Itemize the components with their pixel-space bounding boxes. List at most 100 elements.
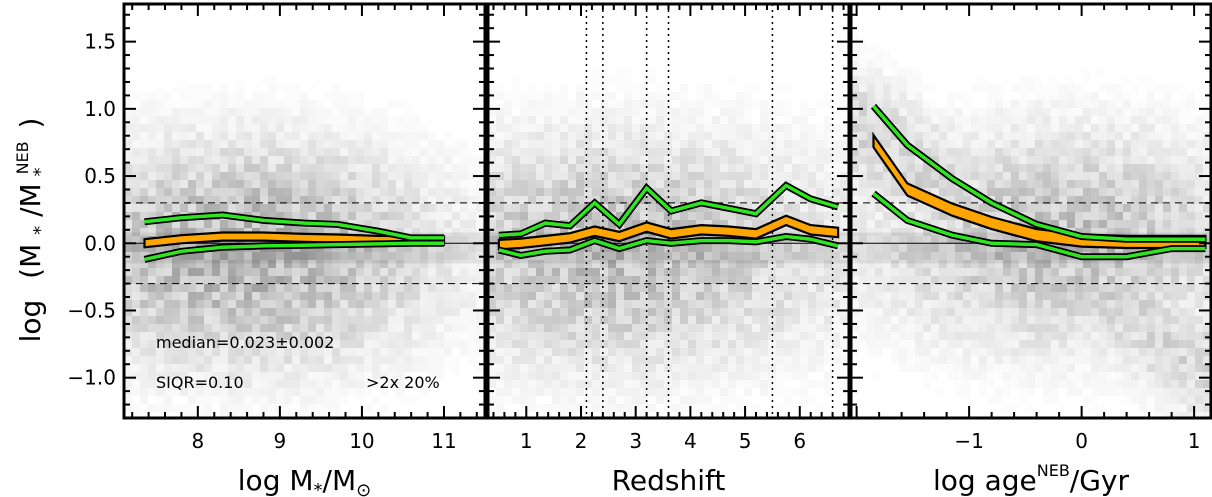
density-cell — [316, 316, 324, 324]
density-cell — [1147, 276, 1155, 284]
density-cell — [252, 380, 260, 388]
density-cell — [228, 116, 236, 124]
density-cell — [276, 188, 284, 196]
density-cell — [776, 356, 784, 364]
density-cell — [776, 180, 784, 188]
density-cell — [340, 148, 348, 156]
density-cell — [680, 380, 688, 388]
density-cell — [784, 188, 792, 196]
density-cell — [947, 276, 955, 284]
density-cell — [300, 180, 308, 188]
density-cell — [372, 268, 380, 276]
density-cell — [372, 316, 380, 324]
density-cell — [576, 332, 584, 340]
density-cell — [308, 132, 316, 140]
density-cell — [308, 388, 316, 396]
density-cell — [867, 76, 875, 84]
density-cell — [380, 252, 388, 260]
density-cell — [300, 196, 308, 204]
density-cell — [971, 172, 979, 180]
density-cell — [1035, 276, 1043, 284]
density-cell — [488, 324, 496, 332]
density-cell — [808, 292, 816, 300]
density-cell — [1067, 84, 1075, 92]
density-cell — [536, 340, 544, 348]
density-cell — [488, 292, 496, 300]
density-cell — [260, 124, 268, 132]
density-cell — [1027, 204, 1035, 212]
density-cell — [923, 172, 931, 180]
density-cell — [396, 388, 404, 396]
density-cell — [648, 172, 656, 180]
density-cell — [496, 260, 504, 268]
density-cell — [824, 316, 832, 324]
density-cell — [608, 156, 616, 164]
density-cell — [995, 156, 1003, 164]
density-cell — [388, 316, 396, 324]
density-cell — [512, 380, 520, 388]
density-cell — [1139, 196, 1147, 204]
density-cell — [212, 388, 220, 396]
density-cell — [808, 340, 816, 348]
density-cell — [156, 212, 164, 220]
density-cell — [124, 124, 132, 132]
density-cell — [252, 388, 260, 396]
density-cell — [332, 324, 340, 332]
density-cell — [696, 308, 704, 316]
density-cell — [592, 244, 600, 252]
density-cell — [520, 348, 528, 356]
density-cell — [188, 124, 196, 132]
density-cell — [1027, 116, 1035, 124]
density-cell — [356, 132, 364, 140]
density-cell — [696, 292, 704, 300]
density-cell — [316, 228, 324, 236]
density-cell — [268, 124, 276, 132]
density-cell — [180, 308, 188, 316]
density-cell — [252, 276, 260, 284]
density-cell — [1059, 196, 1067, 204]
density-cell — [824, 276, 832, 284]
density-cell — [1011, 188, 1019, 196]
density-cell — [600, 148, 608, 156]
density-cell — [300, 164, 308, 172]
density-cell — [140, 380, 148, 388]
density-cell — [744, 204, 752, 212]
density-cell — [1099, 68, 1107, 76]
density-cell — [800, 364, 808, 372]
density-cell — [744, 100, 752, 108]
density-cell — [520, 388, 528, 396]
density-cell — [939, 212, 947, 220]
density-cell — [196, 108, 204, 116]
density-cell — [132, 300, 140, 308]
density-cell — [340, 156, 348, 164]
density-cell — [356, 156, 364, 164]
density-cell — [560, 140, 568, 148]
density-cell — [172, 164, 180, 172]
density-cell — [907, 260, 915, 268]
density-cell — [867, 44, 875, 52]
density-cell — [760, 260, 768, 268]
density-cell — [204, 348, 212, 356]
density-cell — [1187, 172, 1195, 180]
density-cell — [188, 132, 196, 140]
density-cell — [396, 372, 404, 380]
density-cell — [212, 108, 220, 116]
density-cell — [704, 148, 712, 156]
density-cell — [188, 228, 196, 236]
density-cell — [1107, 156, 1115, 164]
density-cell — [816, 332, 824, 340]
density-cell — [488, 340, 496, 348]
density-cell — [616, 172, 624, 180]
density-cell — [688, 260, 696, 268]
density-cell — [915, 252, 923, 260]
density-cell — [736, 260, 744, 268]
density-cell — [616, 316, 624, 324]
density-cell — [608, 204, 616, 212]
density-cell — [308, 292, 316, 300]
density-cell — [156, 196, 164, 204]
density-cell — [875, 92, 883, 100]
density-cell — [752, 300, 760, 308]
density-cell — [939, 116, 947, 124]
density-cell — [560, 324, 568, 332]
density-cell — [672, 180, 680, 188]
